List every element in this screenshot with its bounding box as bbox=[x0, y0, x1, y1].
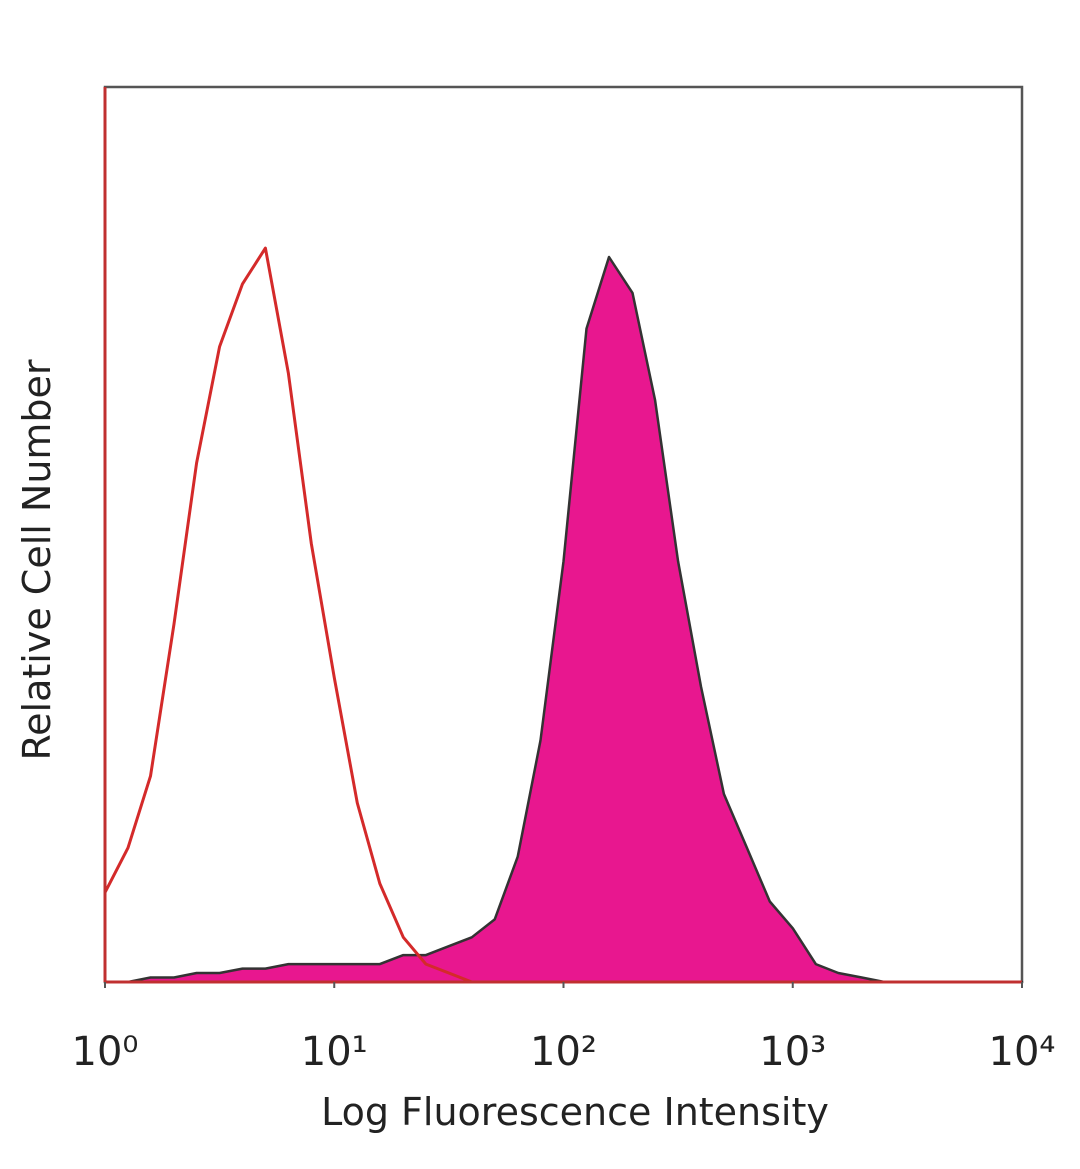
x-tick-label: 10⁰ bbox=[72, 1029, 139, 1075]
x-tick-label: 10¹ bbox=[301, 1029, 368, 1075]
y-axis-label: Relative Cell Number bbox=[15, 359, 59, 760]
x-axis-label: Log Fluorescence Intensity bbox=[321, 1090, 829, 1134]
x-tick-label: 10² bbox=[530, 1029, 597, 1075]
x-tick-label: 10⁴ bbox=[989, 1029, 1056, 1075]
x-tick-label: 10³ bbox=[759, 1029, 826, 1075]
